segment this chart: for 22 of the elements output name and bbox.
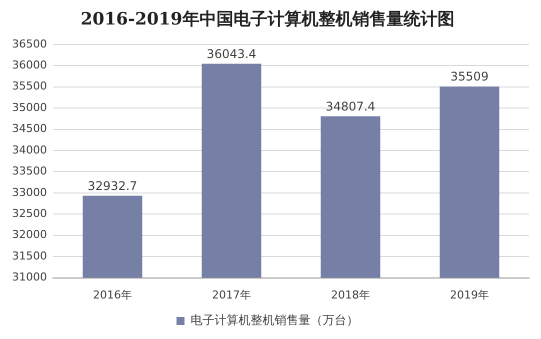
y-tick-label: 35000 xyxy=(12,100,47,114)
y-tick-label: 36000 xyxy=(12,58,47,72)
x-tick-label: 2018年 xyxy=(330,288,370,302)
y-tick-label: 35500 xyxy=(12,80,47,93)
chart-title: 2016-2019年中国电子计算机整机销售量统计图 xyxy=(80,10,454,30)
x-tick-label: 2019年 xyxy=(450,288,489,302)
data-label: 35509 xyxy=(450,70,489,84)
data-label: 32932.7 xyxy=(88,178,138,193)
y-tick-label: 31000 xyxy=(12,270,47,284)
y-tick-label: 32500 xyxy=(12,207,47,220)
y-tick-label: 34500 xyxy=(12,122,47,136)
data-label: 36043.4 xyxy=(206,46,256,61)
x-tick-label: 2017年 xyxy=(212,288,251,302)
y-tick-label: 32000 xyxy=(12,228,47,242)
y-tick-label: 33000 xyxy=(12,186,47,199)
y-tick-label: 33500 xyxy=(12,164,47,178)
data-label: 34807.4 xyxy=(326,99,376,114)
y-tick-label: 36500 xyxy=(12,37,47,50)
y-tick-label: 34000 xyxy=(12,143,47,156)
legend-label: 电子计算机整机销售量（万台） xyxy=(190,313,358,328)
y-tick-label: 31500 xyxy=(12,249,47,262)
x-tick-label: 2016年 xyxy=(92,288,132,302)
